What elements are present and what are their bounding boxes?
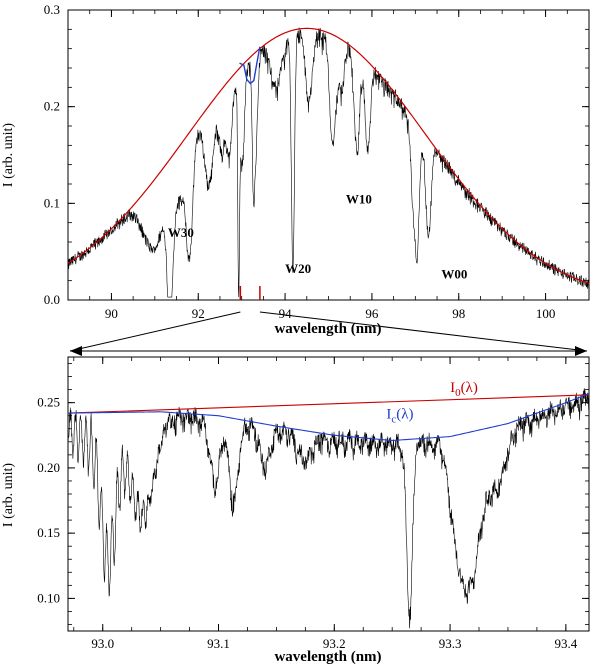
curve-label-main: I [386, 406, 391, 422]
zoom-arrowhead-right [575, 346, 587, 356]
zoom-line-right [259, 311, 588, 352]
curve-label-sub: c [391, 413, 396, 425]
curve-label-c: Ic(λ) [386, 406, 413, 425]
y-tick-label: 0.0 [44, 292, 60, 307]
y-tick-label: 0.10 [37, 590, 60, 605]
x-tick-label: 96 [365, 306, 379, 321]
curve-label-suffix: (λ) [396, 406, 413, 422]
zoom-connector [69, 311, 588, 356]
bottom-curve-labels: I0(λ)Ic(λ) [386, 380, 477, 425]
bottom-axis-ticks: 93.0 93.1 93.2 93.3 93.4 0.10 0.15 0.20 0.25 [37, 357, 589, 651]
y-tick-label: 0.1 [44, 195, 60, 210]
curve-label-sub: 0 [455, 387, 461, 399]
band-label-w20: W20 [285, 261, 311, 276]
curve-label-suffix: (λ) [461, 380, 478, 396]
band-label-w10: W10 [346, 191, 372, 206]
zoom-line-left [69, 311, 241, 352]
band-label-w30: W30 [168, 225, 194, 240]
y-tick-label: 0.20 [37, 460, 60, 475]
x-tick-label: 98 [452, 306, 465, 321]
x-tick-label: 93.2 [323, 636, 346, 651]
band-label-w00: W00 [441, 267, 467, 282]
top-spectrum-line [67, 27, 590, 298]
x-tick-label: 93.0 [91, 636, 114, 651]
bottom-x-axis-label: wavelength (nm) [274, 649, 381, 665]
bottom-panel: 93.0 93.1 93.2 93.3 93.40.100.150.200.25 I0(… [1, 356, 590, 665]
y-tick-label: 0.3 [44, 2, 60, 17]
zoom-arrowhead-left [70, 346, 82, 356]
y-tick-label: 0.25 [37, 395, 60, 410]
top-x-axis-label: wavelength (nm) [274, 321, 381, 337]
top-i0-fit-line [67, 27, 590, 284]
x-tick-label: 93.4 [554, 636, 577, 651]
x-tick-label: 100 [536, 306, 556, 321]
bottom-ic-line [67, 393, 590, 441]
top-axis-ticks: 90 92 94 96 98 100 0.0 0.1 0.2 0.3 [44, 2, 590, 321]
x-tick-label: 93.3 [439, 636, 462, 651]
top-y-axis-label: I (arb. unit) [1, 123, 16, 187]
x-tick-label: 90 [105, 306, 118, 321]
x-tick-label: 93.1 [207, 636, 230, 651]
top-plot-frame [67, 9, 590, 301]
top-ic-line [239, 46, 261, 85]
zoom-range-markers [239, 286, 261, 300]
bottom-spectrum-line [67, 388, 590, 629]
curve-label-0: I0(λ) [450, 380, 478, 399]
curve-label-main: I [450, 380, 455, 396]
x-tick-label: 92 [192, 306, 205, 321]
y-tick-label: 0.15 [37, 525, 60, 540]
top-band-labels: W30 W20 W10 W00 [168, 191, 468, 281]
bottom-y-axis-label: I (arb. unit) [1, 463, 16, 527]
x-tick-label: 94 [279, 306, 293, 321]
top-panel: 90 92 94 96 98 100 0.0 0.1 0.2 0.3 W30 W20 W10 W00 w… [1, 2, 590, 337]
bottom-i0-line [67, 394, 590, 414]
y-tick-label: 0.2 [44, 99, 60, 114]
